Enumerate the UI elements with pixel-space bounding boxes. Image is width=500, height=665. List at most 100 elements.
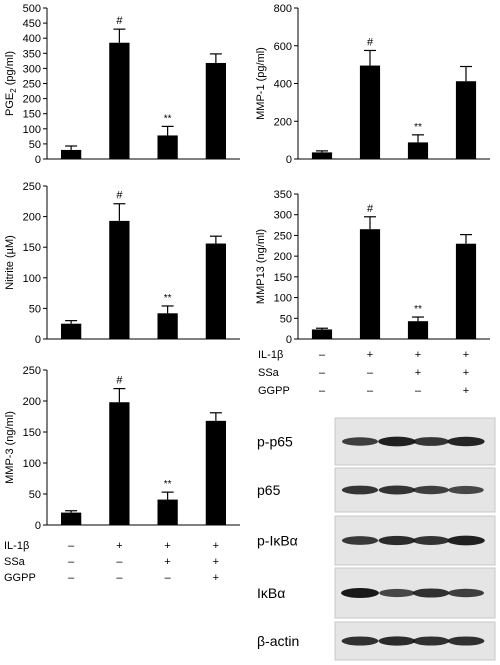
bar — [205, 243, 227, 339]
y-tick-label: 250 — [274, 230, 292, 242]
blot-band — [412, 588, 450, 598]
significance-marker: # — [116, 190, 123, 202]
bar — [157, 313, 178, 339]
condition-mark: – — [68, 540, 75, 552]
condition-mark: – — [116, 556, 123, 568]
chart-panel-3: 0 50 100 150 200 250 Nitrite (µM) # ** — [4, 181, 240, 346]
y-tick-label: 0 — [35, 520, 41, 532]
blot-band-label: β-actin — [257, 633, 299, 649]
bar — [157, 135, 178, 159]
significance-marker: # — [367, 203, 374, 215]
condition-mark: – — [68, 572, 75, 584]
y-axis-label: Nitrite (µM) — [4, 235, 16, 290]
blot-band — [378, 485, 416, 495]
y-tick-label: 50 — [29, 139, 41, 151]
y-tick-label: 50 — [29, 489, 41, 501]
condition-mark: – — [319, 385, 326, 397]
chart-panel-2: 0 200 400 600 800 MMP-1 (pg/ml) # ** — [255, 3, 490, 166]
condition-label: IL-1β — [4, 540, 29, 552]
y-tick-label: 50 — [280, 313, 292, 325]
condition-mark: + — [116, 540, 122, 552]
y-tick-label: 100 — [23, 124, 41, 136]
condition-mark: – — [367, 367, 374, 379]
blot-band — [447, 535, 485, 546]
y-tick-label: 200 — [23, 212, 41, 224]
condition-mark: – — [367, 385, 374, 397]
bar — [109, 42, 130, 160]
blot-band — [378, 636, 416, 646]
blot-band — [413, 485, 449, 495]
y-tick-label: 150 — [274, 272, 292, 284]
blot-band — [341, 536, 379, 545]
y-tick-label: 250 — [23, 79, 41, 91]
y-axis-label-subscript: 2 — [9, 88, 18, 93]
y-tick-label: 350 — [23, 48, 41, 60]
condition-label: IL-1β — [258, 349, 283, 361]
bar — [455, 243, 477, 339]
blot-band-label: p-IκBα — [257, 533, 298, 549]
bar — [311, 329, 333, 339]
y-tick-label: 250 — [23, 181, 41, 193]
blot-band — [341, 588, 379, 598]
blot-band — [342, 437, 378, 446]
y-tick-label: 200 — [274, 251, 292, 263]
blot-band-label: p-p65 — [257, 434, 293, 450]
significance-marker: ** — [164, 293, 172, 304]
y-tick-label: 200 — [274, 116, 292, 128]
significance-marker: # — [367, 36, 374, 48]
bar — [205, 420, 227, 525]
bar — [60, 149, 82, 159]
y-axis-label-unit: (pg/ml) — [4, 51, 16, 88]
significance-marker: ** — [164, 479, 172, 490]
y-axis-label: MMP-3 (ng/ml) — [4, 411, 16, 484]
condition-mark: + — [463, 349, 469, 361]
y-axis-label-main: PGE — [4, 93, 16, 116]
y-tick-label: 250 — [23, 365, 41, 377]
bar — [455, 81, 477, 159]
y-tick-label: 400 — [274, 79, 292, 91]
y-axis-label: PGE2 (pg/ml) — [4, 51, 18, 116]
y-tick-label: 300 — [274, 210, 292, 222]
blot-band — [447, 636, 485, 646]
y-tick-label: 0 — [35, 334, 41, 346]
y-tick-label: 150 — [23, 242, 41, 254]
y-tick-label: 450 — [23, 18, 41, 30]
condition-mark: + — [213, 540, 219, 552]
condition-label: SSa — [4, 556, 26, 568]
condition-table: IL-1β – + + + SSa – – + + GGPP – – – + — [4, 540, 219, 584]
significance-marker: ** — [414, 122, 422, 133]
condition-mark: – — [68, 556, 75, 568]
condition-mark: + — [213, 572, 219, 584]
blot-band — [447, 436, 485, 447]
condition-table: IL-1β – + + + SSa – – + + GGPP – – – + — [258, 349, 469, 397]
blot-band — [448, 588, 484, 598]
condition-mark: + — [213, 556, 219, 568]
blot-band — [412, 437, 450, 446]
y-tick-label: 200 — [23, 396, 41, 408]
bar — [359, 65, 381, 159]
condition-label: GGPP — [258, 385, 290, 397]
condition-mark: – — [116, 572, 123, 584]
chart-panel-5: 0 50 100 150 200 250 MMP-3 (ng/ml) # ** — [4, 365, 240, 532]
bar — [109, 402, 130, 525]
y-tick-label: 500 — [23, 3, 41, 15]
western-blot: p-p65 p65 p-IκBα IκBα β-actin — [257, 417, 496, 661]
blot-band — [379, 588, 415, 598]
y-tick-label: 200 — [23, 94, 41, 106]
blot-band-label: p65 — [257, 482, 281, 498]
y-tick-label: 0 — [286, 154, 292, 166]
y-tick-label: 100 — [274, 293, 292, 305]
significance-marker: ** — [164, 113, 172, 124]
y-tick-label: 300 — [23, 63, 41, 75]
bar — [60, 323, 82, 339]
blot-band — [378, 535, 416, 546]
y-axis-label: MMP13 (ng/ml) — [255, 229, 267, 304]
significance-marker: # — [116, 375, 123, 387]
bar — [311, 152, 333, 159]
y-tick-label: 400 — [23, 33, 41, 45]
significance-marker: ** — [414, 304, 422, 315]
condition-mark: – — [165, 572, 172, 584]
condition-mark: + — [463, 385, 469, 397]
chart-panel-1: 0 50 100 150 200 250 300 350 400 450 500 PGE2 (pg/m… — [4, 3, 240, 166]
